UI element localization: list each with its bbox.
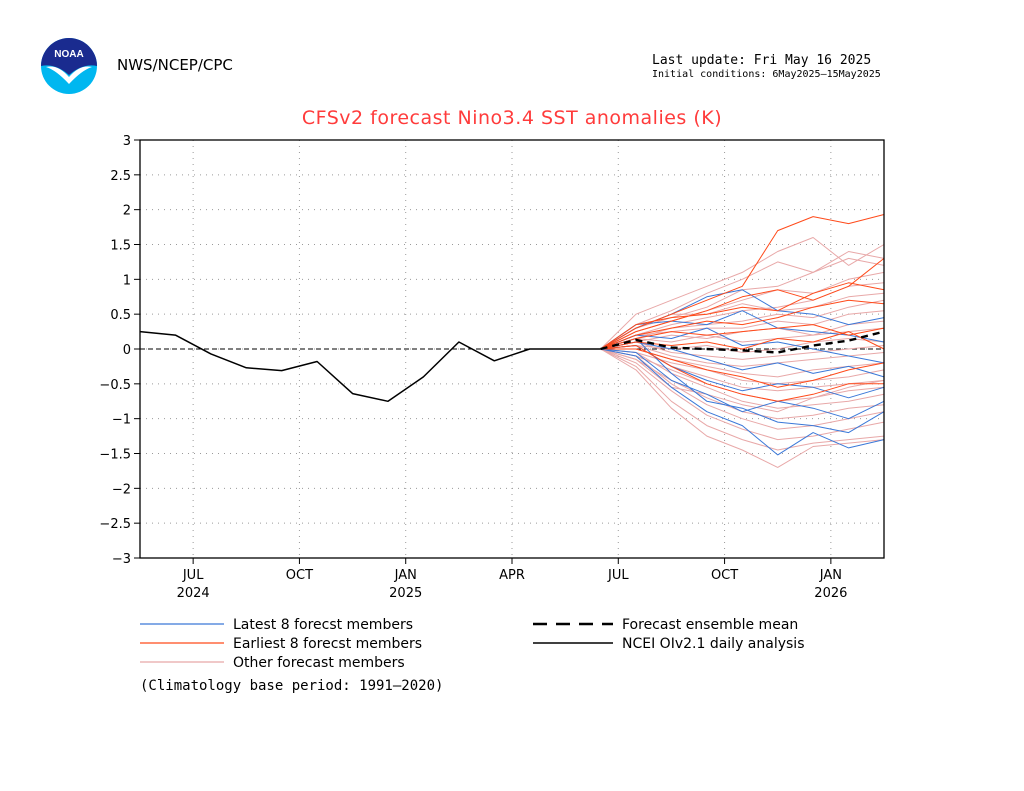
forecast-member-line	[600, 348, 885, 420]
y-tick-label: −2.5	[99, 517, 131, 532]
legend-label: NCEI OIv2.1 daily analysis	[622, 636, 805, 652]
y-tick-label: −3	[112, 552, 131, 567]
main-layer	[139, 330, 885, 403]
forecast-member-line	[600, 282, 885, 350]
forecast-member-line	[600, 338, 885, 434]
x-tick-label: APR	[499, 568, 525, 583]
x-year-label: 2025	[389, 586, 422, 601]
members-layer	[600, 214, 885, 468]
y-tick-label: 0.5	[110, 308, 131, 323]
agency-label: NWS/NCEP/CPC	[117, 56, 233, 74]
forecast-member-line	[600, 348, 885, 409]
forecast-member-line	[600, 251, 885, 350]
last-update: Last update: Fri May 16 2025	[652, 53, 872, 68]
y-tick-label: −1	[112, 413, 131, 428]
forecast-member-line	[600, 348, 885, 441]
x-tick-label: OCT	[711, 568, 738, 583]
forecast-member-line	[600, 237, 885, 350]
forecast-member-line	[600, 299, 885, 350]
y-tick-label: 0	[123, 343, 131, 358]
legend-label: Forecast ensemble mean	[622, 617, 798, 633]
x-tick-label: JUL	[182, 568, 204, 583]
initial-conditions: Initial conditions: 6May2025–15May2025	[652, 69, 881, 80]
y-tick-label: −1.5	[99, 448, 131, 463]
x-tick-label: JAN	[819, 568, 842, 583]
forecast-member-line	[600, 348, 885, 430]
forecast-member-line	[600, 348, 885, 451]
grid-layer	[140, 140, 884, 558]
forecast-member-line	[600, 348, 885, 456]
forecast-member-line	[600, 348, 885, 413]
y-tick-label: 2.5	[110, 169, 131, 184]
forecast-member-line	[600, 310, 885, 350]
x-year-label: 2026	[814, 586, 847, 601]
axes-layer: 3 2.5 2 1.5 1 0.5 0 −0.5 −1 −1.5 −2 −2.5 −3 JUL 2024 OC…	[99, 134, 847, 601]
y-tick-label: −0.5	[99, 378, 131, 393]
forecast-member-line	[600, 341, 885, 360]
forecast-member-line	[600, 345, 884, 402]
y-tick-label: −2	[112, 482, 131, 497]
forecast-member-line	[600, 338, 885, 353]
y-tick-label: 1.5	[110, 239, 131, 254]
x-tick-label: OCT	[286, 568, 313, 583]
y-tick-label: 1	[123, 273, 131, 288]
legend-layer: Latest 8 forecst members Earliest 8 forec…	[140, 617, 805, 694]
y-tick-label: 3	[123, 134, 131, 149]
forecast-member-line	[600, 324, 885, 350]
climatology-footnote: (Climatology base period: 1991—2020)	[140, 678, 443, 694]
forecast-member-line	[600, 348, 885, 468]
y-tick-label: 2	[123, 204, 131, 219]
ensemble-mean-line	[600, 330, 885, 354]
x-year-label: 2024	[177, 586, 210, 601]
legend-label: Other forecast members	[233, 655, 405, 671]
x-tick-label: JUL	[607, 568, 629, 583]
noaa-logo: NOAA	[41, 38, 97, 94]
forecast-member-line	[600, 299, 885, 350]
forecast-member-line	[600, 327, 885, 350]
x-tick-label: JAN	[394, 568, 417, 583]
noaa-logo-text: NOAA	[54, 49, 83, 60]
legend-label: Latest 8 forecst members	[233, 617, 413, 633]
legend-label: Earliest 8 forecst members	[233, 636, 422, 652]
forecast-member-line	[600, 214, 885, 350]
analysis-line	[139, 330, 601, 403]
chart-title: CFSv2 forecast Nino3.4 SST anomalies (K)	[301, 107, 723, 129]
forecast-member-line	[600, 341, 885, 378]
forecast-member-line	[600, 345, 885, 367]
forecast-member-line	[600, 258, 885, 350]
forecast-member-line	[600, 348, 885, 385]
